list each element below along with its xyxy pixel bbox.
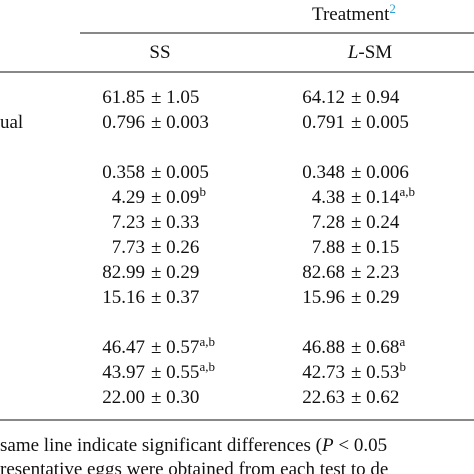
cell-sd-value: ± 0.003 xyxy=(151,112,209,133)
cell-sd-value: ± 0.53 xyxy=(351,362,399,383)
footnote-text: resentative eggs were obtained from each… xyxy=(0,459,388,474)
cell-mean: 46.88 xyxy=(302,337,345,358)
cell-mean: 61.85 xyxy=(102,87,145,108)
cell-superscript: a,b xyxy=(399,184,415,199)
cell-superscript: a xyxy=(399,334,405,349)
cell-mean: 0.796 xyxy=(102,112,145,133)
cell-sd: ± 0.005 xyxy=(151,162,209,183)
cell-sd-value: ± 0.24 xyxy=(351,212,400,233)
cell-sd-value: ± 0.29 xyxy=(351,287,399,308)
column-prefix: L xyxy=(347,42,359,63)
cell-sd: ± 0.33 xyxy=(151,212,199,233)
footnote-text: < 0.05 xyxy=(334,435,387,456)
cell-superscript: b xyxy=(399,359,406,374)
cell-sd: ± 0.005 xyxy=(351,112,409,133)
group-title: Treatment xyxy=(312,4,390,25)
cell-mean: 7.28 xyxy=(312,212,345,233)
footnote-line: same line indicate significant differenc… xyxy=(0,435,387,456)
row-label: ual xyxy=(0,112,23,133)
cell-sd-value: ± 0.15 xyxy=(351,237,399,258)
cell-mean: 7.73 xyxy=(112,237,145,258)
cell-sd-value: ± 0.14 xyxy=(351,187,400,208)
cell-sd-value: ± 0.57 xyxy=(151,337,199,358)
cell-mean: 42.73 xyxy=(302,362,345,383)
cell-mean: 0.791 xyxy=(302,112,345,133)
cell-sd-value: ± 0.005 xyxy=(351,112,409,133)
group-note: 2 xyxy=(389,1,396,16)
cell-sd: ± 0.94 xyxy=(351,87,400,108)
cell-sd-value: ± 0.29 xyxy=(151,262,199,283)
footnote-italic: P xyxy=(321,435,334,456)
cell-sd-value: ± 0.94 xyxy=(351,87,400,108)
cell-sd: ± 0.26 xyxy=(151,237,199,258)
group-header: Treatment2 xyxy=(312,1,396,26)
cell-mean: 82.99 xyxy=(102,262,145,283)
cell-mean: 0.358 xyxy=(102,162,145,183)
cell-mean: 46.47 xyxy=(102,337,145,358)
cell-sd-value: ± 0.26 xyxy=(151,237,199,258)
cell-sd-value: ± 0.68 xyxy=(351,337,399,358)
column-title: -SM xyxy=(358,42,392,63)
cell-mean: 43.97 xyxy=(102,362,145,383)
cell-sd: ± 0.57a,b xyxy=(151,334,215,359)
cell-sd-value: ± 0.37 xyxy=(151,287,199,308)
cell-mean: 4.38 xyxy=(312,187,345,208)
cell-sd: ± 0.09b xyxy=(151,184,206,209)
cell-mean: 22.00 xyxy=(102,387,145,408)
cell-sd: ± 0.68a xyxy=(351,334,405,359)
cell-mean: 82.68 xyxy=(302,262,345,283)
cell-superscript: a,b xyxy=(199,334,215,349)
cell-sd: ± 0.62 xyxy=(351,387,399,408)
cell-sd: ± 0.15 xyxy=(351,237,399,258)
cell-sd-value: ± 0.62 xyxy=(351,387,399,408)
cell-mean: 15.96 xyxy=(302,287,345,308)
cell-sd: ± 0.37 xyxy=(151,287,199,308)
cell-sd: ± 0.55a,b xyxy=(151,359,215,384)
column-title: SS xyxy=(149,42,170,63)
cell-mean: 22.63 xyxy=(302,387,345,408)
cell-sd-value: ± 0.09 xyxy=(151,187,199,208)
cell-mean: 64.12 xyxy=(302,87,345,108)
cell-sd-value: ± 1.05 xyxy=(151,87,199,108)
cell-sd-value: ± 0.005 xyxy=(151,162,209,183)
cell-sd: ± 0.003 xyxy=(151,112,209,133)
cell-superscript: b xyxy=(199,184,206,199)
cell-sd-value: ± 0.006 xyxy=(351,162,409,183)
cell-sd-value: ± 0.55 xyxy=(151,362,199,383)
cell-sd: ± 0.14a,b xyxy=(351,184,415,209)
cell-mean: 7.23 xyxy=(112,212,145,233)
column-header: L-SM xyxy=(347,42,392,63)
cell-sd: ± 0.006 xyxy=(351,162,409,183)
cell-sd: ± 0.29 xyxy=(351,287,399,308)
footnote-text: same line indicate significant differenc… xyxy=(0,435,322,456)
column-header: SS xyxy=(149,42,170,63)
cell-sd: ± 0.29 xyxy=(151,262,199,283)
cell-sd-value: ± 0.30 xyxy=(151,387,199,408)
cell-superscript: a,b xyxy=(199,359,215,374)
cell-sd: ± 0.24 xyxy=(351,212,400,233)
cell-mean: 4.29 xyxy=(112,187,145,208)
cell-sd: ± 2.23 xyxy=(351,262,399,283)
cell-sd-value: ± 0.33 xyxy=(151,212,199,233)
footnote-line: resentative eggs were obtained from each… xyxy=(0,459,388,474)
cell-mean: 7.88 xyxy=(312,237,345,258)
cell-mean: 0.348 xyxy=(302,162,345,183)
cell-sd: ± 1.05 xyxy=(151,87,199,108)
cell-sd: ± 0.30 xyxy=(151,387,199,408)
cell-sd-value: ± 2.23 xyxy=(351,262,399,283)
cell-sd: ± 0.53b xyxy=(351,359,406,384)
cell-mean: 15.16 xyxy=(102,287,145,308)
